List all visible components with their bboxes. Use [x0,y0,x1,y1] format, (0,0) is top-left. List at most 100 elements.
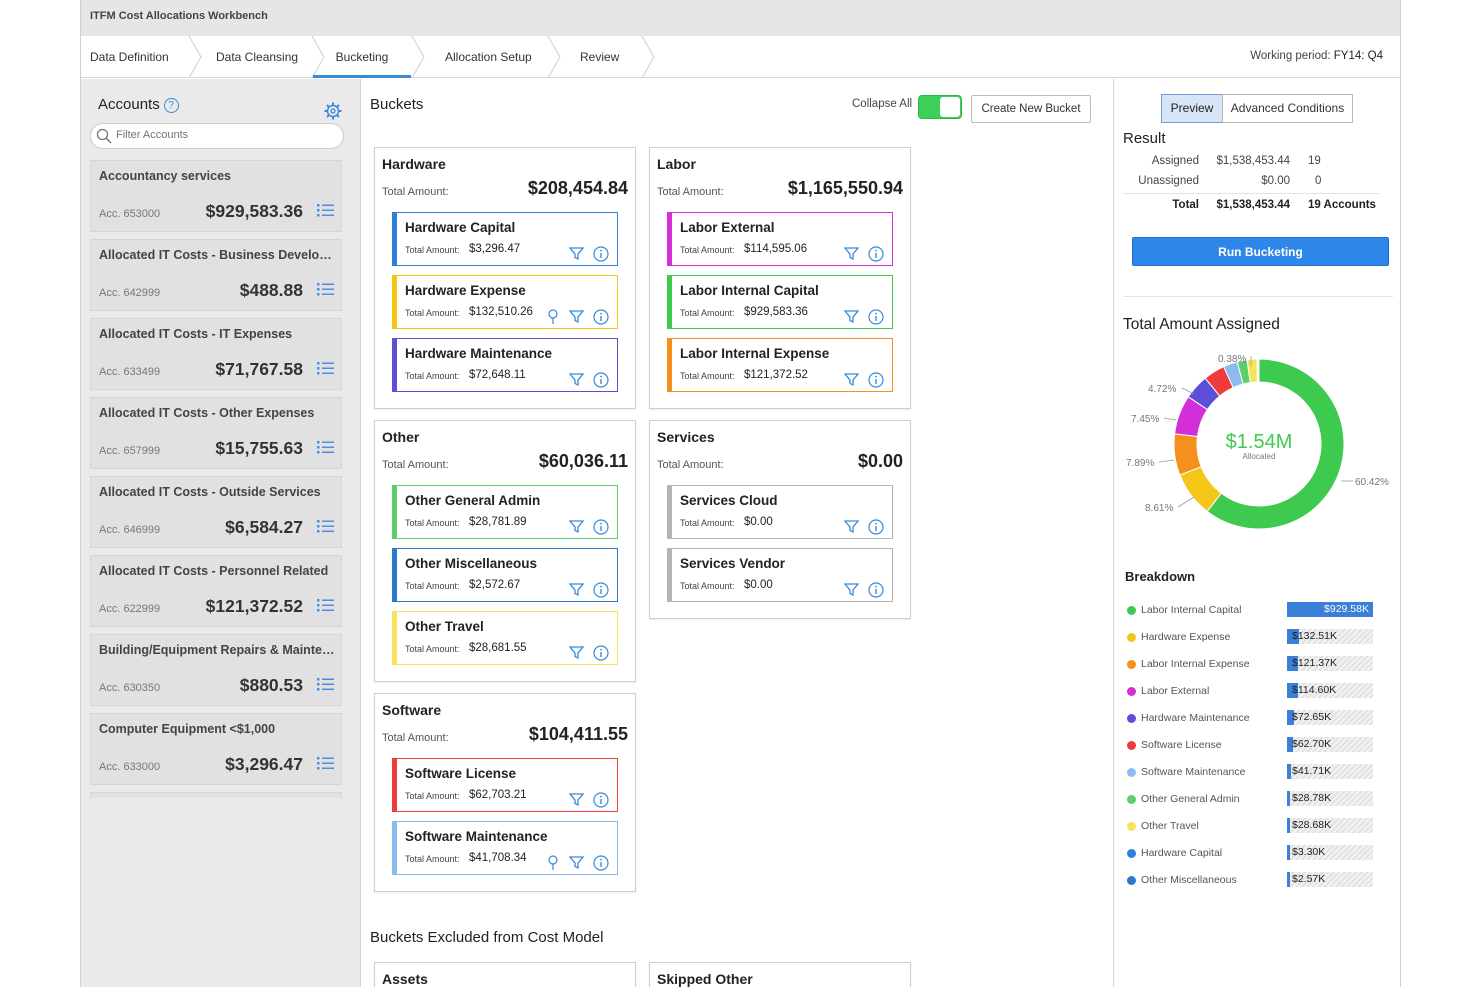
breakdown-bar [1287,602,1373,617]
filter-icon[interactable] [568,645,585,665]
bucket-total-label: Total Amount: [405,518,460,528]
step-allocation-setup[interactable]: Allocation Setup [445,36,532,78]
bucket-card[interactable]: Software License Total Amount: $62,703.21 [392,758,618,812]
filter-icon[interactable] [568,582,585,602]
info-icon[interactable] [593,372,609,393]
account-name: Allocated IT Costs - Personnel Related [99,564,329,578]
info-icon[interactable] [868,582,884,603]
info-icon[interactable] [593,645,609,666]
step-data-definition[interactable]: Data Definition [90,36,169,78]
info-icon[interactable] [868,246,884,267]
account-card[interactable]: Allocated IT Costs - Other Expenses Acc. … [90,397,342,469]
bucket-card[interactable]: Services Vendor Total Amount: $0.00 [667,548,893,602]
account-card[interactable]: Computer Equipment <$1,000 Acc. 633000 $3,… [90,713,342,785]
donut-slice[interactable] [1206,358,1345,530]
list-icon[interactable] [317,756,334,771]
bucket-card[interactable]: Hardware Expense Total Amount: $132,510.26 [392,275,618,329]
step-data-cleansing[interactable]: Data Cleansing [216,36,298,78]
help-icon[interactable]: ? [163,98,179,113]
filter-icon[interactable] [843,246,860,266]
account-card[interactable]: Building/Equipment Repairs & Maintenance… [90,634,342,706]
bucket-card[interactable]: Hardware Maintenance Total Amount: $72,648… [392,338,618,392]
run-bucketing-button[interactable]: Run Bucketing [1132,237,1389,266]
list-icon[interactable] [317,203,334,218]
donut-slice[interactable] [1257,358,1260,383]
gear-icon[interactable] [324,102,342,120]
filter-icon[interactable] [568,309,585,329]
breakdown-row[interactable]: Labor Internal Capital $929.58K [1127,601,1387,621]
bucket-group-total: $0.00 [857,451,903,471]
filter-icon[interactable] [843,519,860,539]
breakdown-row[interactable]: Software License $62.70K [1127,736,1387,756]
tab-advanced-conditions[interactable]: Advanced Conditions [1222,94,1353,123]
donut-slices [1173,358,1345,530]
breakdown-row[interactable]: Labor Internal Expense $121.37K [1127,655,1387,675]
bucket-card[interactable]: Hardware Capital Total Amount: $3,296.47 [392,212,618,266]
filter-icon[interactable] [568,372,585,392]
bucket-card[interactable]: Software Maintenance Total Amount: $41,708… [392,821,618,875]
bucket-card[interactable]: Labor External Total Amount: $114,595.06 [667,212,893,266]
info-icon[interactable] [593,519,609,540]
account-card[interactable]: Allocated IT Costs - Personnel Related Ac… [90,555,342,627]
list-icon[interactable] [317,677,334,692]
info-icon[interactable] [593,582,609,603]
step-review[interactable]: Review [580,36,619,78]
excluded-group-assets[interactable]: Assets [374,962,636,987]
account-card[interactable]: Allocated IT Costs - IT Expenses Acc. 633… [90,318,342,390]
breakdown-row[interactable]: Labor External $114.60K [1127,682,1387,702]
breakdown-value: $2.57K [1292,873,1326,885]
bucket-card[interactable]: Other General Admin Total Amount: $28,781.… [392,485,618,539]
chevron-right-icon [641,36,655,78]
info-icon[interactable] [593,855,609,876]
account-card[interactable]: Accountancy services Acc. 653000 $929,583.… [90,160,342,232]
list-icon[interactable] [317,598,334,613]
pin-icon[interactable] [547,309,559,330]
info-icon[interactable] [593,246,609,267]
bucket-card[interactable]: Other Travel Total Amount: $28,681.55 [392,611,618,665]
tab-preview[interactable]: Preview [1161,94,1223,123]
excluded-group-title: Skipped Other [657,971,753,987]
breakdown-row[interactable]: Hardware Capital $3.30K [1127,844,1387,864]
breakdown-row[interactable]: Hardware Expense $132.51K [1127,628,1387,648]
bucket-card[interactable]: Labor Internal Capital Total Amount: $929,… [667,275,893,329]
bucket-card[interactable]: Labor Internal Expense Total Amount: $121,… [667,338,893,392]
breakdown-row[interactable]: Other Miscellaneous $2.57K [1127,871,1387,891]
filter-icon[interactable] [568,792,585,812]
filter-accounts-input[interactable] [116,129,336,141]
bucket-total-label: Total Amount: [680,308,735,318]
bucket-name: Labor Internal Capital [680,283,819,298]
filter-icon[interactable] [568,519,585,539]
collapse-all-toggle[interactable] [918,95,962,119]
info-icon[interactable] [593,792,609,813]
result-total-amount: $1,538,453.44 [1216,199,1290,211]
create-new-bucket-button[interactable]: Create New Bucket [971,95,1091,123]
list-icon[interactable] [317,361,334,376]
filter-icon[interactable] [843,309,860,329]
breakdown-row[interactable]: Other Travel $28.68K [1127,817,1387,837]
bucket-card[interactable]: Services Cloud Total Amount: $0.00 [667,485,893,539]
bucket-group-total-label: Total Amount: [382,732,449,744]
breakdown-row[interactable]: Other General Admin $28.78K [1127,790,1387,810]
bucket-card[interactable]: Other Miscellaneous Total Amount: $2,572.6… [392,548,618,602]
account-card[interactable]: Allocated IT Costs - Business Developmen… [90,239,342,311]
bucket-amount: $132,510.26 [469,306,533,318]
step-bucketing[interactable]: Bucketing [313,36,411,78]
breakdown-row[interactable]: Software Maintenance $41.71K [1127,763,1387,783]
breakdown-label: Labor External [1141,685,1210,697]
filter-icon[interactable] [843,372,860,392]
list-icon[interactable] [317,282,334,297]
list-icon[interactable] [317,440,334,455]
filter-icon[interactable] [843,582,860,602]
pin-icon[interactable] [547,855,559,876]
filter-icon[interactable] [568,855,585,875]
info-icon[interactable] [868,519,884,540]
info-icon[interactable] [868,372,884,393]
result-unassigned-amount: $0.00 [1261,175,1290,187]
breakdown-row[interactable]: Hardware Maintenance $72.65K [1127,709,1387,729]
info-icon[interactable] [868,309,884,330]
excluded-group-skipped-other[interactable]: Skipped Other [649,962,911,987]
account-card[interactable]: Allocated IT Costs - Outside Services Acc… [90,476,342,548]
info-icon[interactable] [593,309,609,330]
filter-icon[interactable] [568,246,585,266]
list-icon[interactable] [317,519,334,534]
